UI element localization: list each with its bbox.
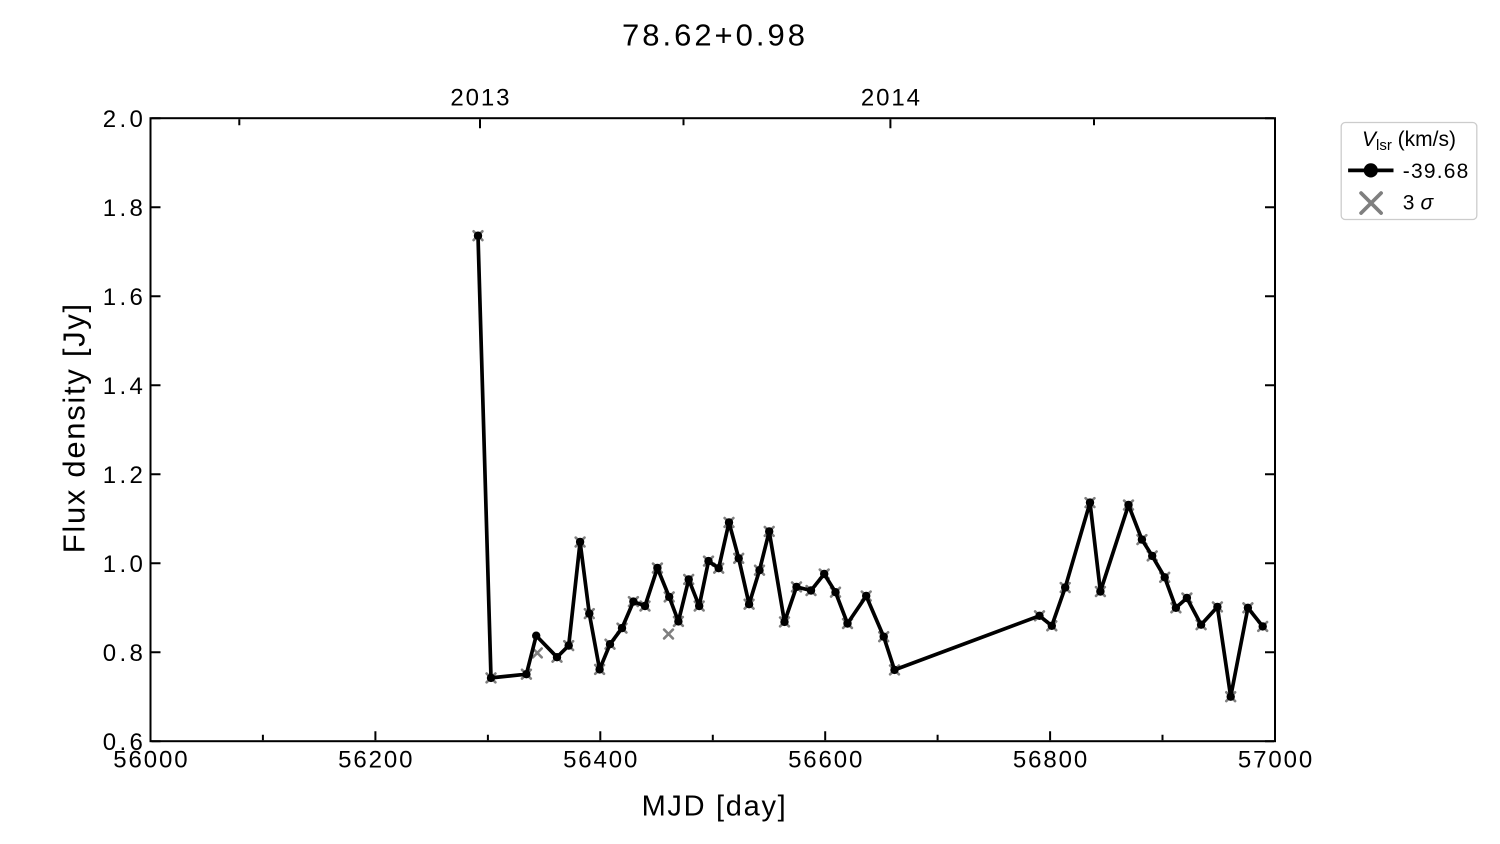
- svg-text:56400: 56400: [563, 747, 639, 774]
- svg-text:1.6: 1.6: [103, 284, 147, 311]
- svg-text:1.4: 1.4: [103, 373, 147, 400]
- svg-text:78.62+0.98: 78.62+0.98: [622, 17, 808, 52]
- svg-text:56800: 56800: [1013, 747, 1089, 774]
- svg-text:0.6: 0.6: [103, 729, 147, 756]
- svg-text:2013: 2013: [450, 84, 511, 111]
- svg-text:0.8: 0.8: [103, 640, 147, 667]
- svg-text:Vlsr (km/s): Vlsr (km/s): [1362, 128, 1456, 154]
- svg-text:-39.68: -39.68: [1403, 160, 1470, 183]
- svg-text:1.8: 1.8: [103, 195, 147, 222]
- svg-text:1.2: 1.2: [103, 462, 147, 489]
- svg-text:3: 3: [1403, 192, 1415, 215]
- svg-text:57000: 57000: [1238, 747, 1314, 774]
- svg-text:2.0: 2.0: [103, 106, 147, 133]
- svg-text:2014: 2014: [861, 84, 922, 111]
- svg-text:Flux density [Jy]: Flux density [Jy]: [57, 302, 92, 553]
- svg-text:56200: 56200: [338, 747, 414, 774]
- svg-text:56600: 56600: [788, 747, 864, 774]
- svg-text:MJD [day]: MJD [day]: [642, 791, 788, 823]
- svg-text:σ: σ: [1421, 192, 1435, 215]
- svg-text:56000: 56000: [113, 747, 189, 774]
- svg-text:1.0: 1.0: [103, 551, 147, 578]
